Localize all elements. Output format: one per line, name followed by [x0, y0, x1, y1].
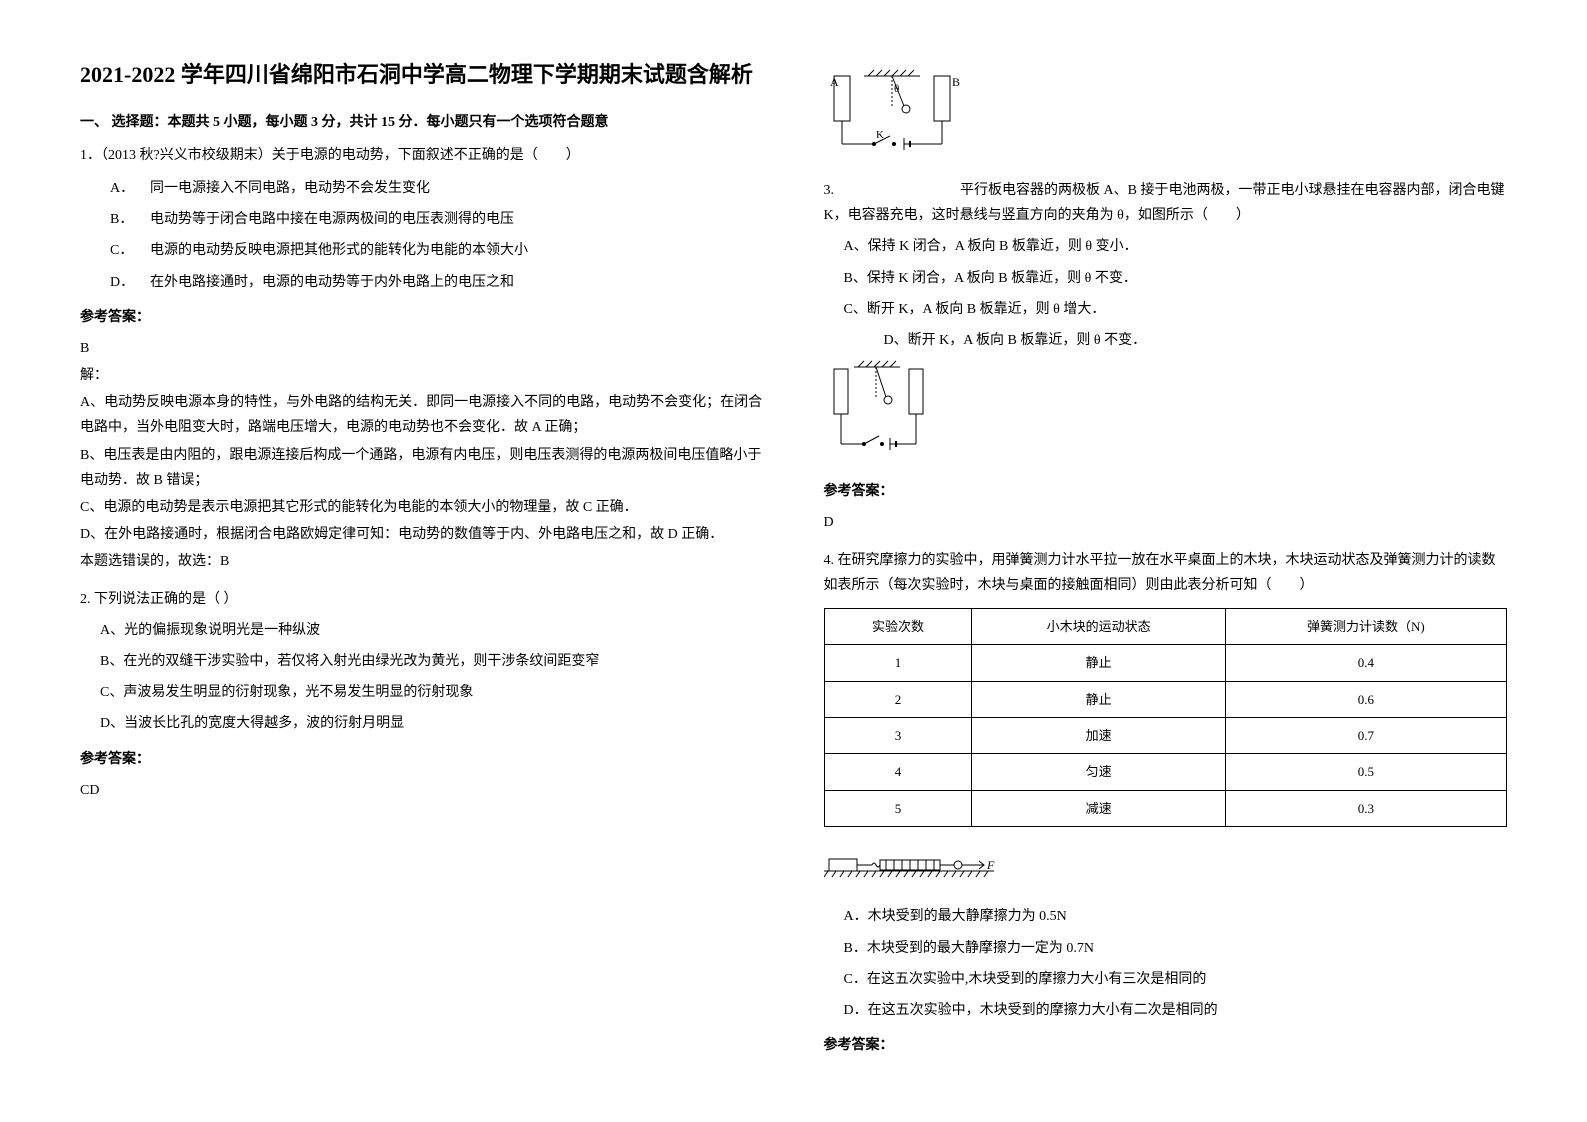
table-row: 4匀速0.5: [824, 754, 1507, 790]
q2-opt-d: D、当波长比孔的宽度大得越多，波的衍射月明显: [100, 711, 764, 736]
label-k: K: [876, 129, 884, 141]
q2-opt-a: A、光的偏振现象说明光是一种纵波: [100, 618, 764, 643]
page-title: 2021-2022 学年四川省绵阳市石洞中学高二物理下学期期末试题含解析: [80, 60, 764, 91]
table-row: 5减速0.3: [824, 790, 1507, 826]
q4-opt-c: C．在这五次实验中,木块受到的摩擦力大小有三次是相同的: [844, 967, 1508, 992]
table-row: 1静止0.4: [824, 645, 1507, 681]
q4-opt-a: A．木块受到的最大静摩擦力为 0.5N: [844, 904, 1508, 929]
answer-label: 参考答案：: [824, 1033, 1508, 1058]
q1-opt-d: 在外电路接通时，电源的电动势等于内外电路上的电压之和: [150, 275, 514, 290]
opt-label: C．: [110, 238, 150, 263]
q3-answer: D: [824, 510, 1508, 535]
capacitor-circuit-top-icon: A B θ K: [824, 66, 984, 166]
q1-opt-a: 同一电源接入不同电路，电动势不会发生变化: [150, 181, 430, 196]
friction-table: 实验次数 小木块的运动状态 弹簧测力计读数（N) 1静止0.4 2静止0.6 3…: [824, 608, 1508, 827]
label-a: A: [830, 75, 839, 89]
question-4: 4. 在研究摩擦力的实验中，用弹簧测力计水平拉一放在水平桌面上的木块，木块运动状…: [824, 548, 1508, 1059]
q1-exp-a: A、电动势反映电源本身的特性，与外电路的结构无关．即同一电源接入不同的电路，电动…: [80, 390, 764, 440]
q1-text: 1．（2013 秋?兴义市校级期末）关于电源的电动势，下面叙述不正确的是（ ）: [80, 143, 764, 168]
question-3: 3. 平行板电容器的两极板 A、B 接于电池两极，一带正电小球悬挂在电容器内部，…: [824, 178, 1508, 536]
capacitor-circuit-bottom-icon: [824, 359, 954, 469]
q3-opt-c: C、断开 K，A 板向 B 板靠近，则 θ 增大．: [844, 297, 1508, 322]
opt-label: A．: [110, 176, 150, 201]
th-2: 弹簧测力计读数（N): [1225, 608, 1506, 644]
table-row: 3加速0.7: [824, 718, 1507, 754]
opt-label: D．: [110, 270, 150, 295]
q1-opt-b: 电动势等于闭合电路中接在电源两极间的电压表测得的电压: [150, 212, 514, 227]
th-1: 小木块的运动状态: [972, 608, 1225, 644]
opt-label: B．: [110, 207, 150, 232]
left-column: 2021-2022 学年四川省绵阳市石洞中学高二物理下学期期末试题含解析 一、 …: [80, 60, 764, 1062]
answer-label: 参考答案：: [80, 305, 764, 330]
q1-exp-b: B、电压表是由内阻的，跟电源连接后构成一个通路，电源有内电压，则电压表测得的电源…: [80, 443, 764, 493]
q2-opt-c: C、声波易发生明显的衍射现象，光不易发生明显的衍射现象: [100, 680, 764, 705]
q4-opt-b: B．木块受到的最大静摩擦力一定为 0.7N: [844, 936, 1508, 961]
force-label: F: [986, 858, 995, 872]
q2-text: 2. 下列说法正确的是（ ）: [80, 587, 764, 612]
question-1: 1．（2013 秋?兴义市校级期末）关于电源的电动势，下面叙述不正确的是（ ） …: [80, 143, 764, 575]
q3-opt-a: A、保持 K 闭合，A 板向 B 板靠近，则 θ 变小．: [844, 234, 1508, 259]
q1-explain-head: 解：: [80, 363, 764, 388]
answer-label: 参考答案：: [824, 479, 1508, 504]
q4-opt-d: D．在这五次实验中，木块受到的摩擦力大小有二次是相同的: [844, 998, 1508, 1023]
q1-opt-c: 电源的电动势反映电源把其他形式的能转化为电能的本领大小: [150, 243, 528, 258]
q1-answer: B 解： A、电动势反映电源本身的特性，与外电路的结构无关．即同一电源接入不同的…: [80, 336, 764, 575]
q2-opt-b: B、在光的双缝干涉实验中，若仅将入射光由绿光改为黄光，则干涉条纹间距变窄: [100, 649, 764, 674]
q1-ans-letter: B: [80, 336, 764, 361]
q3-opt-d: D、断开 K，A 板向 B 板靠近，则 θ 不变．: [884, 328, 1508, 353]
right-column: A B θ K 3. 平行板电容器的两极板 A、B 接于电池两极，一带正电小球悬…: [824, 60, 1508, 1062]
q1-options: A．同一电源接入不同电路，电动势不会发生变化 B．电动势等于闭合电路中接在电源两…: [110, 176, 764, 295]
table-row: 2静止0.6: [824, 681, 1507, 717]
label-b: B: [952, 75, 960, 89]
q1-exp-tail: 本题选错误的，故选：B: [80, 549, 764, 574]
q2-answer: CD: [80, 778, 764, 803]
label-theta: θ: [894, 83, 899, 95]
q1-exp-c: C、电源的电动势是表示电源把其它形式的能转化为电能的本领大小的物理量，故 C 正…: [80, 495, 764, 520]
friction-apparatus-icon: F: [824, 843, 1024, 883]
th-0: 实验次数: [824, 608, 972, 644]
table-body: 1静止0.4 2静止0.6 3加速0.7 4匀速0.5 5减速0.3: [824, 645, 1507, 827]
q3-text: 3. 平行板电容器的两极板 A、B 接于电池两极，一带正电小球悬挂在电容器内部，…: [824, 178, 1508, 228]
answer-label: 参考答案：: [80, 747, 764, 772]
section-heading: 一、 选择题：本题共 5 小题，每小题 3 分，共计 15 分．每小题只有一个选…: [80, 111, 764, 131]
q3-opt-b: B、保持 K 闭合，A 板向 B 板靠近，则 θ 不变．: [844, 266, 1508, 291]
q1-exp-d: D、在外电路接通时，根据闭合电路欧姆定律可知：电动势的数值等于内、外电路电压之和…: [80, 522, 764, 547]
q4-text: 4. 在研究摩擦力的实验中，用弹簧测力计水平拉一放在水平桌面上的木块，木块运动状…: [824, 548, 1508, 598]
question-2: 2. 下列说法正确的是（ ） A、光的偏振现象说明光是一种纵波 B、在光的双缝干…: [80, 587, 764, 803]
